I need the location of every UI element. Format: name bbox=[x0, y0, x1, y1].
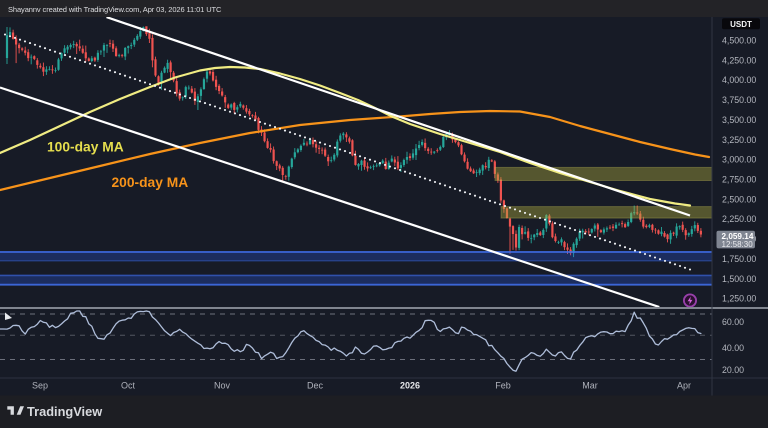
svg-text:Nov: Nov bbox=[214, 381, 231, 391]
svg-text:2,750.00: 2,750.00 bbox=[722, 175, 756, 185]
svg-text:4,000.00: 4,000.00 bbox=[722, 75, 756, 85]
svg-text:Dec: Dec bbox=[307, 381, 324, 391]
svg-text:3,000.00: 3,000.00 bbox=[722, 155, 756, 165]
svg-text:4,500.00: 4,500.00 bbox=[722, 36, 756, 46]
svg-text:2,059.14: 2,059.14 bbox=[722, 232, 754, 241]
svg-text:USDT: USDT bbox=[730, 20, 752, 29]
svg-text:2026: 2026 bbox=[400, 381, 420, 391]
svg-text:2,250.00: 2,250.00 bbox=[722, 214, 756, 224]
svg-text:Shayannv created with TradingV: Shayannv created with TradingView.com, A… bbox=[8, 5, 222, 14]
svg-text:1,500.00: 1,500.00 bbox=[722, 274, 756, 284]
svg-text:Feb: Feb bbox=[495, 381, 511, 391]
svg-text:2,500.00: 2,500.00 bbox=[722, 194, 756, 204]
svg-text:Apr: Apr bbox=[677, 381, 691, 391]
svg-text:20.00: 20.00 bbox=[722, 365, 744, 375]
svg-text:3,750.00: 3,750.00 bbox=[722, 95, 756, 105]
svg-text:Mar: Mar bbox=[582, 381, 598, 391]
svg-text:1,750.00: 1,750.00 bbox=[722, 254, 756, 264]
svg-text:200-day MA: 200-day MA bbox=[112, 175, 189, 190]
svg-text:60.00: 60.00 bbox=[722, 317, 744, 327]
svg-text:40.00: 40.00 bbox=[722, 343, 744, 353]
svg-text:100-day MA: 100-day MA bbox=[47, 140, 124, 155]
svg-text:Oct: Oct bbox=[121, 381, 136, 391]
svg-text:4,250.00: 4,250.00 bbox=[722, 55, 756, 65]
svg-text:Sep: Sep bbox=[32, 381, 48, 391]
svg-text:TradingView: TradingView bbox=[27, 404, 102, 419]
svg-text:1,250.00: 1,250.00 bbox=[722, 294, 756, 304]
svg-text:3,250.00: 3,250.00 bbox=[722, 135, 756, 145]
svg-text:12:58:30: 12:58:30 bbox=[722, 240, 754, 249]
svg-text:3,500.00: 3,500.00 bbox=[722, 115, 756, 125]
